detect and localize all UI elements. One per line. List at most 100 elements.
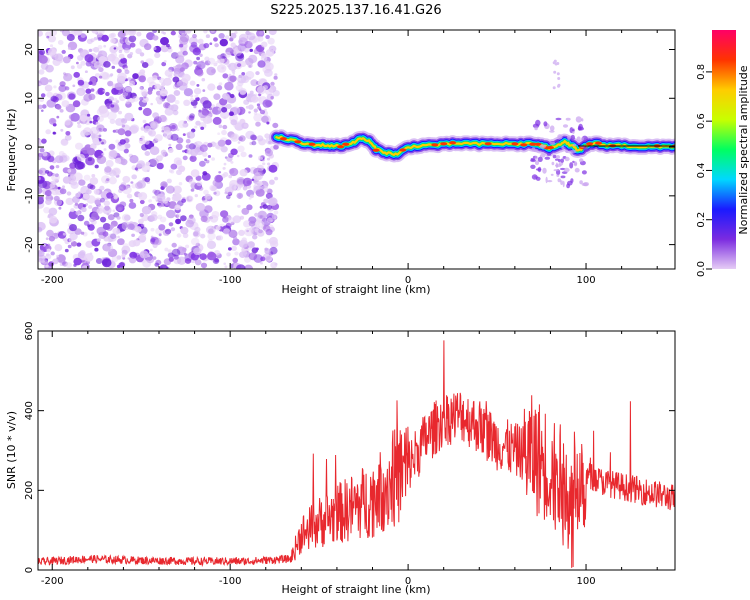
scatter-blob xyxy=(553,70,557,74)
noise-dot xyxy=(166,94,176,103)
noise-dot xyxy=(239,169,248,177)
noise-dot xyxy=(117,238,125,246)
noise-dot xyxy=(195,202,206,212)
noise-dot xyxy=(38,55,48,64)
noise-dot xyxy=(93,188,100,195)
noise-dot xyxy=(262,204,268,210)
noise-dot xyxy=(106,74,110,78)
noise-dot xyxy=(259,205,263,209)
noise-dot xyxy=(269,236,278,245)
noise-dot xyxy=(39,49,46,55)
noise-dot xyxy=(207,252,217,261)
scatter-blob xyxy=(554,62,558,66)
noise-dot xyxy=(93,37,98,41)
noise-dot xyxy=(80,129,89,138)
noise-dot xyxy=(142,107,152,117)
y-tick-label: 0 xyxy=(24,144,35,150)
noise-dot xyxy=(139,199,145,205)
ridge-peak xyxy=(294,140,302,144)
noise-dot xyxy=(193,105,197,109)
noise-dot xyxy=(208,228,214,234)
noise-dot xyxy=(149,157,159,167)
noise-dot xyxy=(106,178,110,182)
noise-dot xyxy=(98,67,104,73)
noise-dot xyxy=(176,233,182,238)
noise-dot xyxy=(218,82,223,86)
noise-dot xyxy=(111,65,116,69)
scatter-blob xyxy=(571,129,575,132)
noise-dot xyxy=(266,204,273,210)
x-tick-label: 100 xyxy=(576,576,595,587)
colorbar-label: Normalized spectral amplitude xyxy=(737,65,750,234)
noise-dot xyxy=(185,175,193,183)
noise-dot xyxy=(152,140,156,144)
noise-dot xyxy=(158,224,166,231)
noise-dot xyxy=(234,251,239,256)
noise-dot xyxy=(62,56,71,64)
noise-dot xyxy=(38,152,43,158)
noise-dot xyxy=(200,233,206,239)
noise-dot xyxy=(163,60,167,63)
noise-dot xyxy=(180,215,187,222)
noise-dot xyxy=(257,35,264,42)
noise-dot xyxy=(210,185,217,192)
noise-dot xyxy=(107,233,117,242)
noise-dot xyxy=(260,41,268,48)
noise-dot xyxy=(63,73,73,82)
noise-dot xyxy=(245,105,250,109)
noise-dot xyxy=(260,261,263,265)
noise-dot xyxy=(182,150,185,153)
snr-x-ticks: -200 -100 0 100 xyxy=(41,331,658,587)
scatter-blob xyxy=(555,139,560,144)
noise-dot xyxy=(157,203,163,208)
noise-dot xyxy=(228,73,232,77)
scatter-blob xyxy=(569,162,574,169)
noise-dot xyxy=(186,131,196,139)
noise-dot xyxy=(79,114,88,122)
noise-dot xyxy=(140,88,148,96)
noise-dot xyxy=(239,60,247,68)
noise-dot xyxy=(174,100,180,105)
noise-dot xyxy=(138,138,146,145)
noise-dot xyxy=(255,247,259,251)
noise-dot xyxy=(160,186,165,190)
noise-dot xyxy=(232,257,238,263)
noise-dot xyxy=(196,56,201,61)
scatter-blob xyxy=(575,116,582,123)
noise-dot xyxy=(70,65,75,70)
noise-dot xyxy=(129,52,134,56)
noise-dot xyxy=(207,142,213,148)
noise-dot xyxy=(190,94,194,98)
noise-dot xyxy=(64,134,72,141)
noise-dot xyxy=(102,206,112,215)
noise-dot xyxy=(116,142,127,151)
noise-dot xyxy=(271,214,277,220)
noise-dot xyxy=(48,207,58,216)
noise-dot xyxy=(38,249,45,257)
noise-dot xyxy=(147,90,153,95)
noise-dot xyxy=(141,223,145,227)
noise-dot xyxy=(141,205,152,215)
noise-dot xyxy=(165,153,169,157)
noise-dot xyxy=(115,139,120,144)
noise-dot xyxy=(117,207,122,211)
noise-dot xyxy=(61,49,66,54)
noise-dot xyxy=(250,79,258,87)
noise-dot xyxy=(232,72,235,75)
scatter-blob xyxy=(553,169,559,172)
noise-dot xyxy=(196,84,200,87)
noise-dot xyxy=(97,89,104,96)
noise-dot xyxy=(210,30,215,33)
noise-dot xyxy=(70,181,79,189)
noise-dot xyxy=(215,226,221,231)
x-tick-label: -100 xyxy=(219,275,242,286)
noise-dot xyxy=(156,193,166,202)
noise-dot xyxy=(171,248,181,257)
noise-dot xyxy=(61,100,70,108)
noise-dot xyxy=(232,238,240,246)
noise-dot xyxy=(224,191,228,195)
noise-dot xyxy=(148,199,153,203)
noise-dot xyxy=(260,256,266,262)
noise-dot xyxy=(229,75,237,82)
noise-dot xyxy=(122,256,126,260)
